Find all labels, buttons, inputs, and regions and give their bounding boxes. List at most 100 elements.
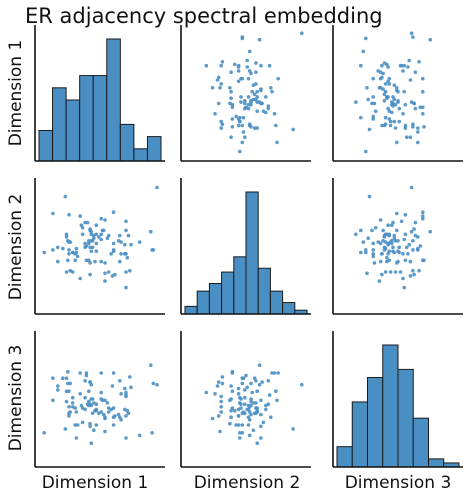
scatter-point	[264, 407, 268, 412]
scatter-point	[240, 36, 245, 41]
scatter-point	[381, 71, 385, 76]
scatter-point	[291, 127, 295, 132]
scatter-point	[252, 411, 257, 416]
scatter-point	[74, 246, 79, 251]
scatter-point	[249, 397, 253, 401]
scatter-point	[396, 259, 400, 264]
scatter-point	[119, 252, 123, 256]
scatter-point	[89, 239, 94, 243]
scatter-point	[124, 270, 128, 274]
scatter-point	[83, 245, 87, 250]
scatter-point	[259, 436, 263, 440]
scatter-point	[151, 381, 156, 386]
scatter-point	[255, 95, 259, 99]
scatter-point	[371, 117, 376, 121]
scatter-point	[300, 382, 304, 387]
scatter-point	[239, 406, 243, 410]
scatter-point	[421, 112, 425, 116]
scatter-point	[204, 63, 209, 68]
scatter-point	[105, 236, 110, 240]
panel-dimension-2-vs-dimension-3	[332, 178, 463, 315]
scatter-point	[249, 71, 253, 76]
histogram-bar	[282, 302, 296, 315]
scatter-point	[387, 249, 392, 253]
scatter-point	[395, 140, 399, 145]
scatter-point	[88, 424, 92, 429]
scatter-point	[421, 214, 425, 218]
scatter-point	[75, 254, 80, 259]
scatter-point	[397, 106, 402, 111]
scatter-point	[228, 86, 232, 90]
scatter-point	[99, 259, 103, 264]
scatter-point	[403, 123, 408, 128]
histogram-bar	[269, 290, 284, 315]
chart-title: ER adjacency spectral embedding	[25, 4, 383, 28]
scatter-point	[247, 49, 252, 54]
scatter-point	[272, 371, 277, 375]
scatter-point	[103, 398, 107, 403]
scatter-point	[399, 63, 404, 68]
scatter-point	[238, 436, 242, 440]
scatter-point	[408, 259, 413, 264]
scatter-point	[392, 119, 397, 124]
scatter-point	[413, 70, 418, 74]
scatter-point	[83, 220, 87, 225]
scatter-point	[411, 239, 415, 243]
scatter-point	[78, 214, 82, 218]
scatter-point	[89, 441, 94, 446]
scatter-point	[94, 249, 99, 253]
scatter-point	[382, 92, 387, 97]
scatter-point	[408, 78, 413, 82]
histogram-bar	[92, 75, 108, 162]
scatter-point	[124, 285, 128, 290]
scatter-point	[387, 82, 392, 86]
scatter-point	[78, 276, 82, 281]
scatter-point	[73, 258, 77, 263]
scatter-point	[88, 272, 92, 277]
scatter-point	[380, 123, 384, 128]
scatter-point	[246, 403, 251, 408]
scatter-point	[413, 220, 418, 225]
histogram-bar	[336, 446, 353, 468]
scatter-point	[376, 240, 381, 244]
scatter-point	[246, 106, 251, 111]
scatter-point	[111, 423, 116, 427]
scatter-point	[255, 126, 259, 130]
scatter-point	[101, 228, 106, 233]
scatter-point	[67, 405, 71, 409]
scatter-point	[128, 268, 132, 273]
scatter-point	[42, 250, 46, 255]
scatter-point	[97, 235, 101, 239]
scatter-point	[230, 105, 235, 110]
scatter-point	[392, 233, 397, 238]
scatter-point	[236, 423, 241, 427]
scatter-point	[382, 61, 387, 65]
scatter-point	[418, 105, 423, 110]
scatter-point	[213, 392, 217, 396]
scatter-point	[411, 35, 415, 39]
scatter-point	[90, 245, 95, 250]
scatter-point	[219, 410, 223, 414]
scatter-point	[275, 140, 279, 145]
scatter-point	[259, 101, 263, 106]
scatter-point	[99, 397, 103, 401]
histogram-bar	[428, 458, 445, 468]
scatter-point	[87, 258, 91, 263]
scatter-point	[228, 421, 232, 426]
scatter-point	[103, 218, 107, 222]
scatter-point	[66, 369, 70, 374]
scatter-point	[386, 65, 390, 69]
scatter-point	[252, 376, 257, 381]
scatter-point	[274, 123, 278, 128]
scatter-point	[401, 69, 405, 73]
scatter-point	[416, 130, 420, 134]
scatter-point	[106, 270, 111, 274]
scatter-point	[56, 245, 60, 250]
scatter-point	[367, 127, 372, 132]
scatter-point	[391, 95, 395, 99]
histogram-bar	[196, 290, 210, 315]
scatter-point	[118, 233, 122, 238]
histogram-bar	[65, 99, 81, 162]
scatter-point	[236, 123, 241, 128]
scatter-point	[88, 380, 92, 384]
